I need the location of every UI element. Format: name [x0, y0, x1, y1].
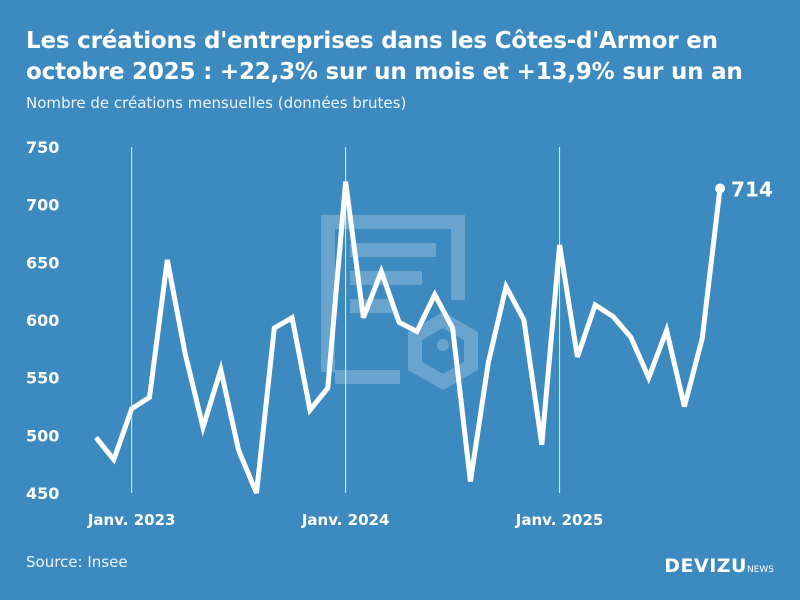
devizu-logo: DEVIZUNEWS [664, 555, 774, 577]
chart-title: Les créations d'entreprises dans les Côt… [26, 28, 743, 85]
x-tick-label: Janv. 2024 [301, 511, 390, 529]
x-tick-label: Janv. 2023 [87, 511, 176, 529]
y-tick-label: 700 [26, 196, 59, 215]
data-label: 714 [731, 178, 773, 202]
series-line [94, 181, 723, 494]
y-tick-label: 550 [26, 369, 59, 388]
y-tick-label: 450 [26, 484, 59, 503]
x-tick-label: Janv. 2025 [515, 511, 604, 529]
y-tick-label: 750 [26, 138, 59, 157]
y-tick-label: 650 [26, 253, 59, 272]
chart-subtitle: Nombre de créations mensuelles (données … [26, 94, 407, 112]
watermark-logo [321, 215, 478, 391]
y-tick-label: 500 [26, 426, 59, 445]
last-point-marker [715, 183, 726, 194]
source-note: Source: Insee [26, 553, 128, 571]
y-tick-label: 600 [26, 311, 59, 330]
